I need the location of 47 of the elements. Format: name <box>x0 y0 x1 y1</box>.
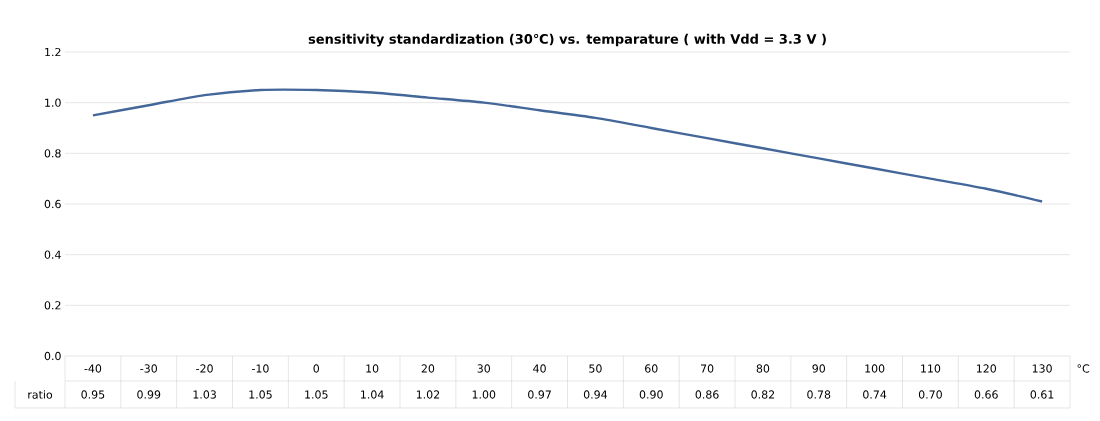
data-label: 0.86 <box>695 390 719 399</box>
y-tick-label: 0.2 <box>44 301 61 310</box>
data-label: 0.70 <box>918 390 942 399</box>
x-tick-label: -10 <box>251 364 269 373</box>
data-label: 0.95 <box>81 390 105 399</box>
y-tick-label: 0.0 <box>44 351 61 361</box>
x-tick-label: -20 <box>196 364 213 373</box>
x-tick-label: 50 <box>589 364 602 373</box>
data-label: 0.78 <box>807 390 831 399</box>
data-label: 0.66 <box>974 390 998 399</box>
x-tick-label: 20 <box>421 364 435 373</box>
text: ratio <box>28 390 53 399</box>
data-label: 0.74 <box>863 390 887 399</box>
x-tick-label: 120 <box>976 364 997 373</box>
y-tick-label: 0.4 <box>44 250 61 259</box>
data-label: 0.94 <box>583 390 608 399</box>
y-tick-label: 1.2 <box>45 47 61 57</box>
x-tick-label: 30 <box>477 364 491 373</box>
data-label: 1.05 <box>305 390 328 399</box>
x-tick-label: -30 <box>140 364 157 373</box>
data-label: 1.02 <box>416 390 440 399</box>
data-label: 1.05 <box>249 390 272 399</box>
data-label: 1.03 <box>193 390 216 399</box>
line-series <box>91 88 1044 203</box>
y-tick-label: 0.6 <box>44 199 61 209</box>
data-label: 0.97 <box>528 390 551 399</box>
x-tick-label: 40 <box>533 364 546 373</box>
x-tick-label: 70 <box>701 364 714 373</box>
x-tick-label: 0 <box>313 364 320 373</box>
x-tick-label: 80 <box>756 364 770 373</box>
x-axis-title: °C <box>1077 364 1090 373</box>
data-label: 0.90 <box>639 390 663 399</box>
x-tick-label: 100 <box>865 364 885 373</box>
data-label: 0.61 <box>1030 390 1054 399</box>
data-label: 1.04 <box>361 390 384 399</box>
y-tick-label: 1.0 <box>45 98 61 107</box>
x-tick-label: -40 <box>84 364 102 373</box>
data-label: 0.82 <box>751 390 775 399</box>
chart-title: sensitivity standardization (30℃) vs. temparature ( with Vdd = 3.3 V ) <box>308 33 826 47</box>
x-tick-label: 10 <box>366 364 379 373</box>
x-tick-label: 60 <box>645 364 658 373</box>
y-tick-label: 0.8 <box>44 149 61 158</box>
x-tick-label: 90 <box>812 364 826 373</box>
x-tick-label: 110 <box>921 364 941 373</box>
x-tick-label: 130 <box>1032 364 1052 373</box>
data-label: 0.99 <box>137 390 161 399</box>
data-label: 1.00 <box>472 390 496 399</box>
